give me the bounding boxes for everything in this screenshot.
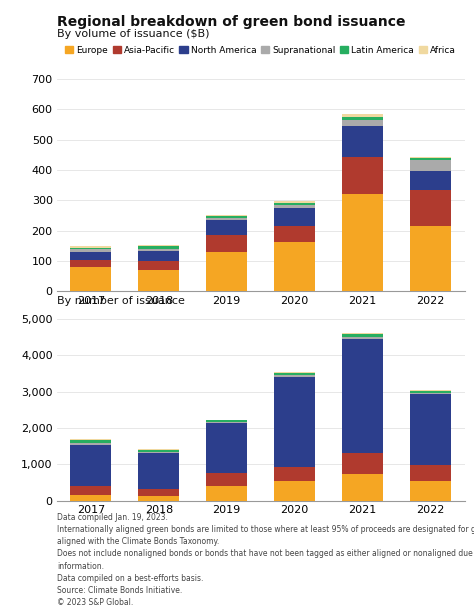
Bar (71, 267, 111, 291)
Bar (342, 339, 383, 453)
Bar (342, 157, 383, 194)
Bar (274, 481, 315, 501)
Bar (410, 160, 451, 171)
Bar (342, 475, 383, 501)
Bar (410, 226, 451, 291)
Bar (274, 205, 315, 208)
Bar (342, 114, 383, 117)
Bar (206, 473, 247, 486)
Bar (342, 333, 383, 334)
Bar (274, 208, 315, 226)
Bar (206, 218, 247, 220)
Bar (410, 157, 451, 158)
Bar (138, 449, 179, 450)
Bar (410, 390, 451, 391)
Bar (71, 495, 111, 501)
Bar (71, 440, 111, 443)
Bar (71, 248, 111, 249)
Bar (71, 246, 111, 248)
Bar (410, 393, 451, 395)
Bar (342, 194, 383, 291)
Bar (138, 489, 179, 496)
Bar (138, 261, 179, 270)
Bar (342, 337, 383, 339)
Bar (274, 242, 315, 291)
Bar (410, 158, 451, 160)
Bar (138, 452, 179, 453)
Bar (274, 202, 315, 203)
Bar (342, 126, 383, 157)
Bar (410, 481, 451, 501)
Bar (274, 375, 315, 377)
Bar (410, 391, 451, 393)
Bar (138, 450, 179, 452)
Bar (138, 245, 179, 246)
Bar (71, 486, 111, 495)
Bar (274, 203, 315, 205)
Bar (410, 191, 451, 226)
Bar (274, 372, 315, 373)
Bar (71, 439, 111, 440)
Text: Regional breakdown of green bond issuance: Regional breakdown of green bond issuanc… (57, 15, 405, 29)
Bar (410, 465, 451, 481)
Bar (342, 120, 383, 126)
Text: By volume of issuance ($B): By volume of issuance ($B) (57, 29, 210, 39)
Bar (138, 270, 179, 291)
Bar (138, 249, 179, 251)
Bar (138, 496, 179, 501)
Bar (71, 249, 111, 252)
Bar (206, 215, 247, 216)
Bar (342, 453, 383, 475)
Bar (274, 226, 315, 242)
Legend: Europe, Asia-Pacific, North America, Supranational, Latin America, Africa: Europe, Asia-Pacific, North America, Sup… (62, 42, 459, 58)
Bar (71, 252, 111, 260)
Bar (342, 334, 383, 337)
Text: By number of issuance: By number of issuance (57, 296, 185, 305)
Bar (206, 422, 247, 423)
Bar (410, 171, 451, 190)
Bar (138, 453, 179, 489)
Bar (71, 260, 111, 267)
Bar (206, 252, 247, 291)
Bar (206, 420, 247, 422)
Bar (342, 117, 383, 120)
Bar (138, 251, 179, 261)
Bar (206, 220, 247, 235)
Bar (274, 467, 315, 481)
Text: Data compiled Jan. 19, 2023.
Internationally aligned green bonds are limited to : Data compiled Jan. 19, 2023. Internation… (57, 513, 474, 607)
Bar (206, 486, 247, 501)
Bar (206, 236, 247, 252)
Bar (71, 444, 111, 486)
Bar (274, 377, 315, 467)
Bar (274, 373, 315, 375)
Bar (206, 216, 247, 218)
Bar (206, 423, 247, 473)
Bar (138, 246, 179, 249)
Bar (410, 395, 451, 465)
Bar (71, 443, 111, 444)
